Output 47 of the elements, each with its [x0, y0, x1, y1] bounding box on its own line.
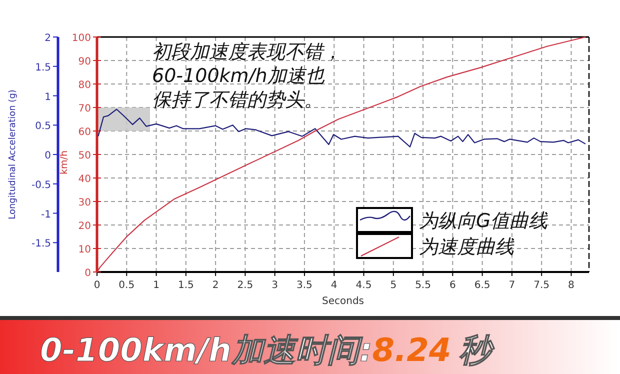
y2-tick-label: 80	[78, 80, 91, 91]
x-tick-label: 2.5	[237, 280, 254, 291]
y2-tick-label: 70	[78, 104, 91, 114]
y2-tick-label: 60	[78, 127, 91, 138]
y2-tick-label: 0	[84, 268, 91, 279]
x-tick-label: 1.5	[178, 280, 194, 291]
y-tick-label: 0	[44, 150, 51, 162]
annotation: 初段加速度表现不错，	[152, 41, 342, 63]
text: 0-100km/h加速时间:	[40, 331, 372, 369]
y-tick-label: -1.5	[31, 238, 51, 250]
y-tick-label: 2	[44, 33, 51, 44]
y2-axis-title: km/h	[59, 150, 70, 174]
y2-tick-label: 40	[78, 174, 91, 185]
x-tick-label: 0	[94, 280, 100, 291]
y-tick-label: 0.5	[35, 121, 51, 132]
y2-tick-label: 100	[72, 33, 91, 44]
legend-label: 为纵向G值曲线	[419, 210, 549, 232]
x-tick-label: 0.5	[118, 280, 135, 291]
x-tick-label: 3	[272, 280, 278, 291]
x-tick-label: 2	[212, 280, 219, 291]
x-axis-title: Seconds	[322, 296, 364, 307]
y2-tick-label: 20	[78, 221, 91, 232]
y-tick-label: -1	[41, 209, 51, 220]
x-tick-label: 1	[153, 280, 160, 291]
y-axis-title: Longitudinal Acceleration (g)	[8, 90, 18, 220]
x-tick-label: 6	[449, 280, 456, 291]
x-tick-label: 3.5	[296, 280, 312, 291]
x-tick-label: 4.5	[356, 280, 372, 291]
x-tick-label: 7	[508, 280, 516, 291]
y-tick-label: -0.5	[31, 180, 51, 191]
y2-tick-label: 90	[78, 56, 91, 68]
x-tick-label: 7.5	[534, 280, 550, 291]
x-tick-label: 4	[330, 280, 338, 291]
y2-tick-label: 50	[78, 150, 91, 162]
legend-label: 为速度曲线	[419, 236, 515, 258]
x-tick-label: 6.5	[474, 280, 490, 291]
text: 8.24	[372, 331, 452, 369]
y-tick-label: 1	[44, 92, 51, 103]
y-tick-label: 1.5	[35, 62, 51, 74]
y2-tick-label: 10	[78, 244, 91, 256]
text: 秒	[459, 331, 496, 369]
annotation: 保持了不错的势头。	[152, 89, 323, 111]
y2-tick-label: 30	[78, 198, 91, 208]
x-tick-label: 5.5	[415, 280, 431, 291]
x-tick-label: 8	[568, 280, 574, 291]
annotation: 60-100km/h加速也	[152, 65, 326, 87]
x-tick-label: 5	[390, 280, 397, 291]
